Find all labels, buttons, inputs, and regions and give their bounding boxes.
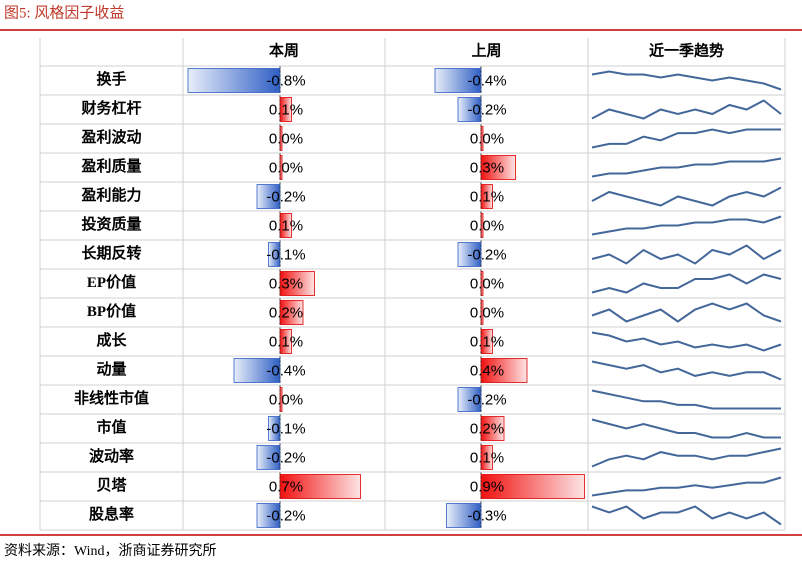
value-label: 0.1% <box>269 333 303 350</box>
value-label: -0.1% <box>266 246 305 263</box>
value-label: 0.0% <box>470 304 504 321</box>
row-label: 贝塔 <box>96 476 127 494</box>
value-label: 0.0% <box>269 130 303 147</box>
value-label: 0.2% <box>470 420 504 437</box>
row-label: 盈利能力 <box>80 186 141 204</box>
data-bar <box>446 503 482 528</box>
value-label: -0.4% <box>266 362 305 379</box>
column-header: 近一季趋势 <box>649 41 724 59</box>
value-label: 0.1% <box>470 333 504 350</box>
data-bar <box>480 155 516 180</box>
sparkline <box>591 447 782 468</box>
row-label: 盈利质量 <box>80 157 141 175</box>
sparkline <box>591 186 782 207</box>
value-label: -0.2% <box>467 391 506 408</box>
value-label: 0.0% <box>470 217 504 234</box>
sparkline <box>591 505 782 526</box>
value-label: 0.2% <box>269 304 303 321</box>
value-label: -0.2% <box>266 188 305 205</box>
sparkline <box>591 360 782 381</box>
value-label: 0.0% <box>269 159 303 176</box>
data-bar <box>187 68 281 93</box>
value-label: 0.1% <box>470 188 504 205</box>
row-label: 波动率 <box>89 447 134 465</box>
sparkline <box>591 389 781 410</box>
row-label: 长期反转 <box>81 244 141 262</box>
value-label: 0.4% <box>470 362 504 379</box>
row-label: 动量 <box>96 360 126 378</box>
value-label: -0.2% <box>266 507 305 524</box>
row-label: EP价值 <box>87 273 136 291</box>
sparkline <box>591 99 782 120</box>
row-label: 市值 <box>96 418 126 436</box>
value-label: 0.7% <box>269 478 303 495</box>
sparkline <box>591 418 781 439</box>
row-label: 成长 <box>96 331 127 349</box>
value-label: -0.2% <box>467 101 506 118</box>
value-label: 0.3% <box>269 275 303 292</box>
sparkline <box>591 128 781 149</box>
value-label: 0.0% <box>470 275 504 292</box>
row-label: 盈利波动 <box>80 128 141 146</box>
figure-title: 图5: 风格因子收益 <box>4 4 124 21</box>
value-label: -0.1% <box>266 420 305 437</box>
sparkline <box>591 215 782 236</box>
sparkline <box>591 70 782 91</box>
data-bar <box>279 474 361 499</box>
row-label: 换手 <box>96 70 126 88</box>
value-label: 0.1% <box>269 217 303 234</box>
value-label: 0.0% <box>269 391 303 408</box>
value-label: -0.2% <box>266 449 305 466</box>
sparkline <box>591 331 782 352</box>
row-label: 投资质量 <box>81 215 141 233</box>
value-label: 0.9% <box>470 478 504 495</box>
row-label: 股息率 <box>89 505 134 523</box>
sparkline <box>591 302 782 323</box>
row-label: BP价值 <box>87 302 136 320</box>
row-label: 非线性市值 <box>74 389 149 407</box>
sparkline <box>591 476 782 497</box>
value-label: 0.1% <box>269 101 303 118</box>
value-label: 0.3% <box>470 159 504 176</box>
value-label: 0.0% <box>470 130 504 147</box>
sparkline <box>591 244 782 265</box>
column-header: 本周 <box>269 41 299 59</box>
row-label: 财务杠杆 <box>81 99 141 117</box>
data-bar <box>279 271 315 296</box>
sparkline <box>591 273 782 294</box>
value-label: -0.2% <box>467 246 506 263</box>
data-bar <box>480 474 585 499</box>
sparkline <box>591 157 782 178</box>
data-bar <box>233 358 281 383</box>
column-header: 上周 <box>471 42 501 59</box>
value-label: 0.1% <box>470 449 504 466</box>
source-note: 资料来源：Wind，浙商证券研究所 <box>4 543 217 559</box>
value-label: -0.8% <box>266 72 305 89</box>
value-label: -0.3% <box>467 507 506 524</box>
value-label: -0.4% <box>467 72 506 89</box>
